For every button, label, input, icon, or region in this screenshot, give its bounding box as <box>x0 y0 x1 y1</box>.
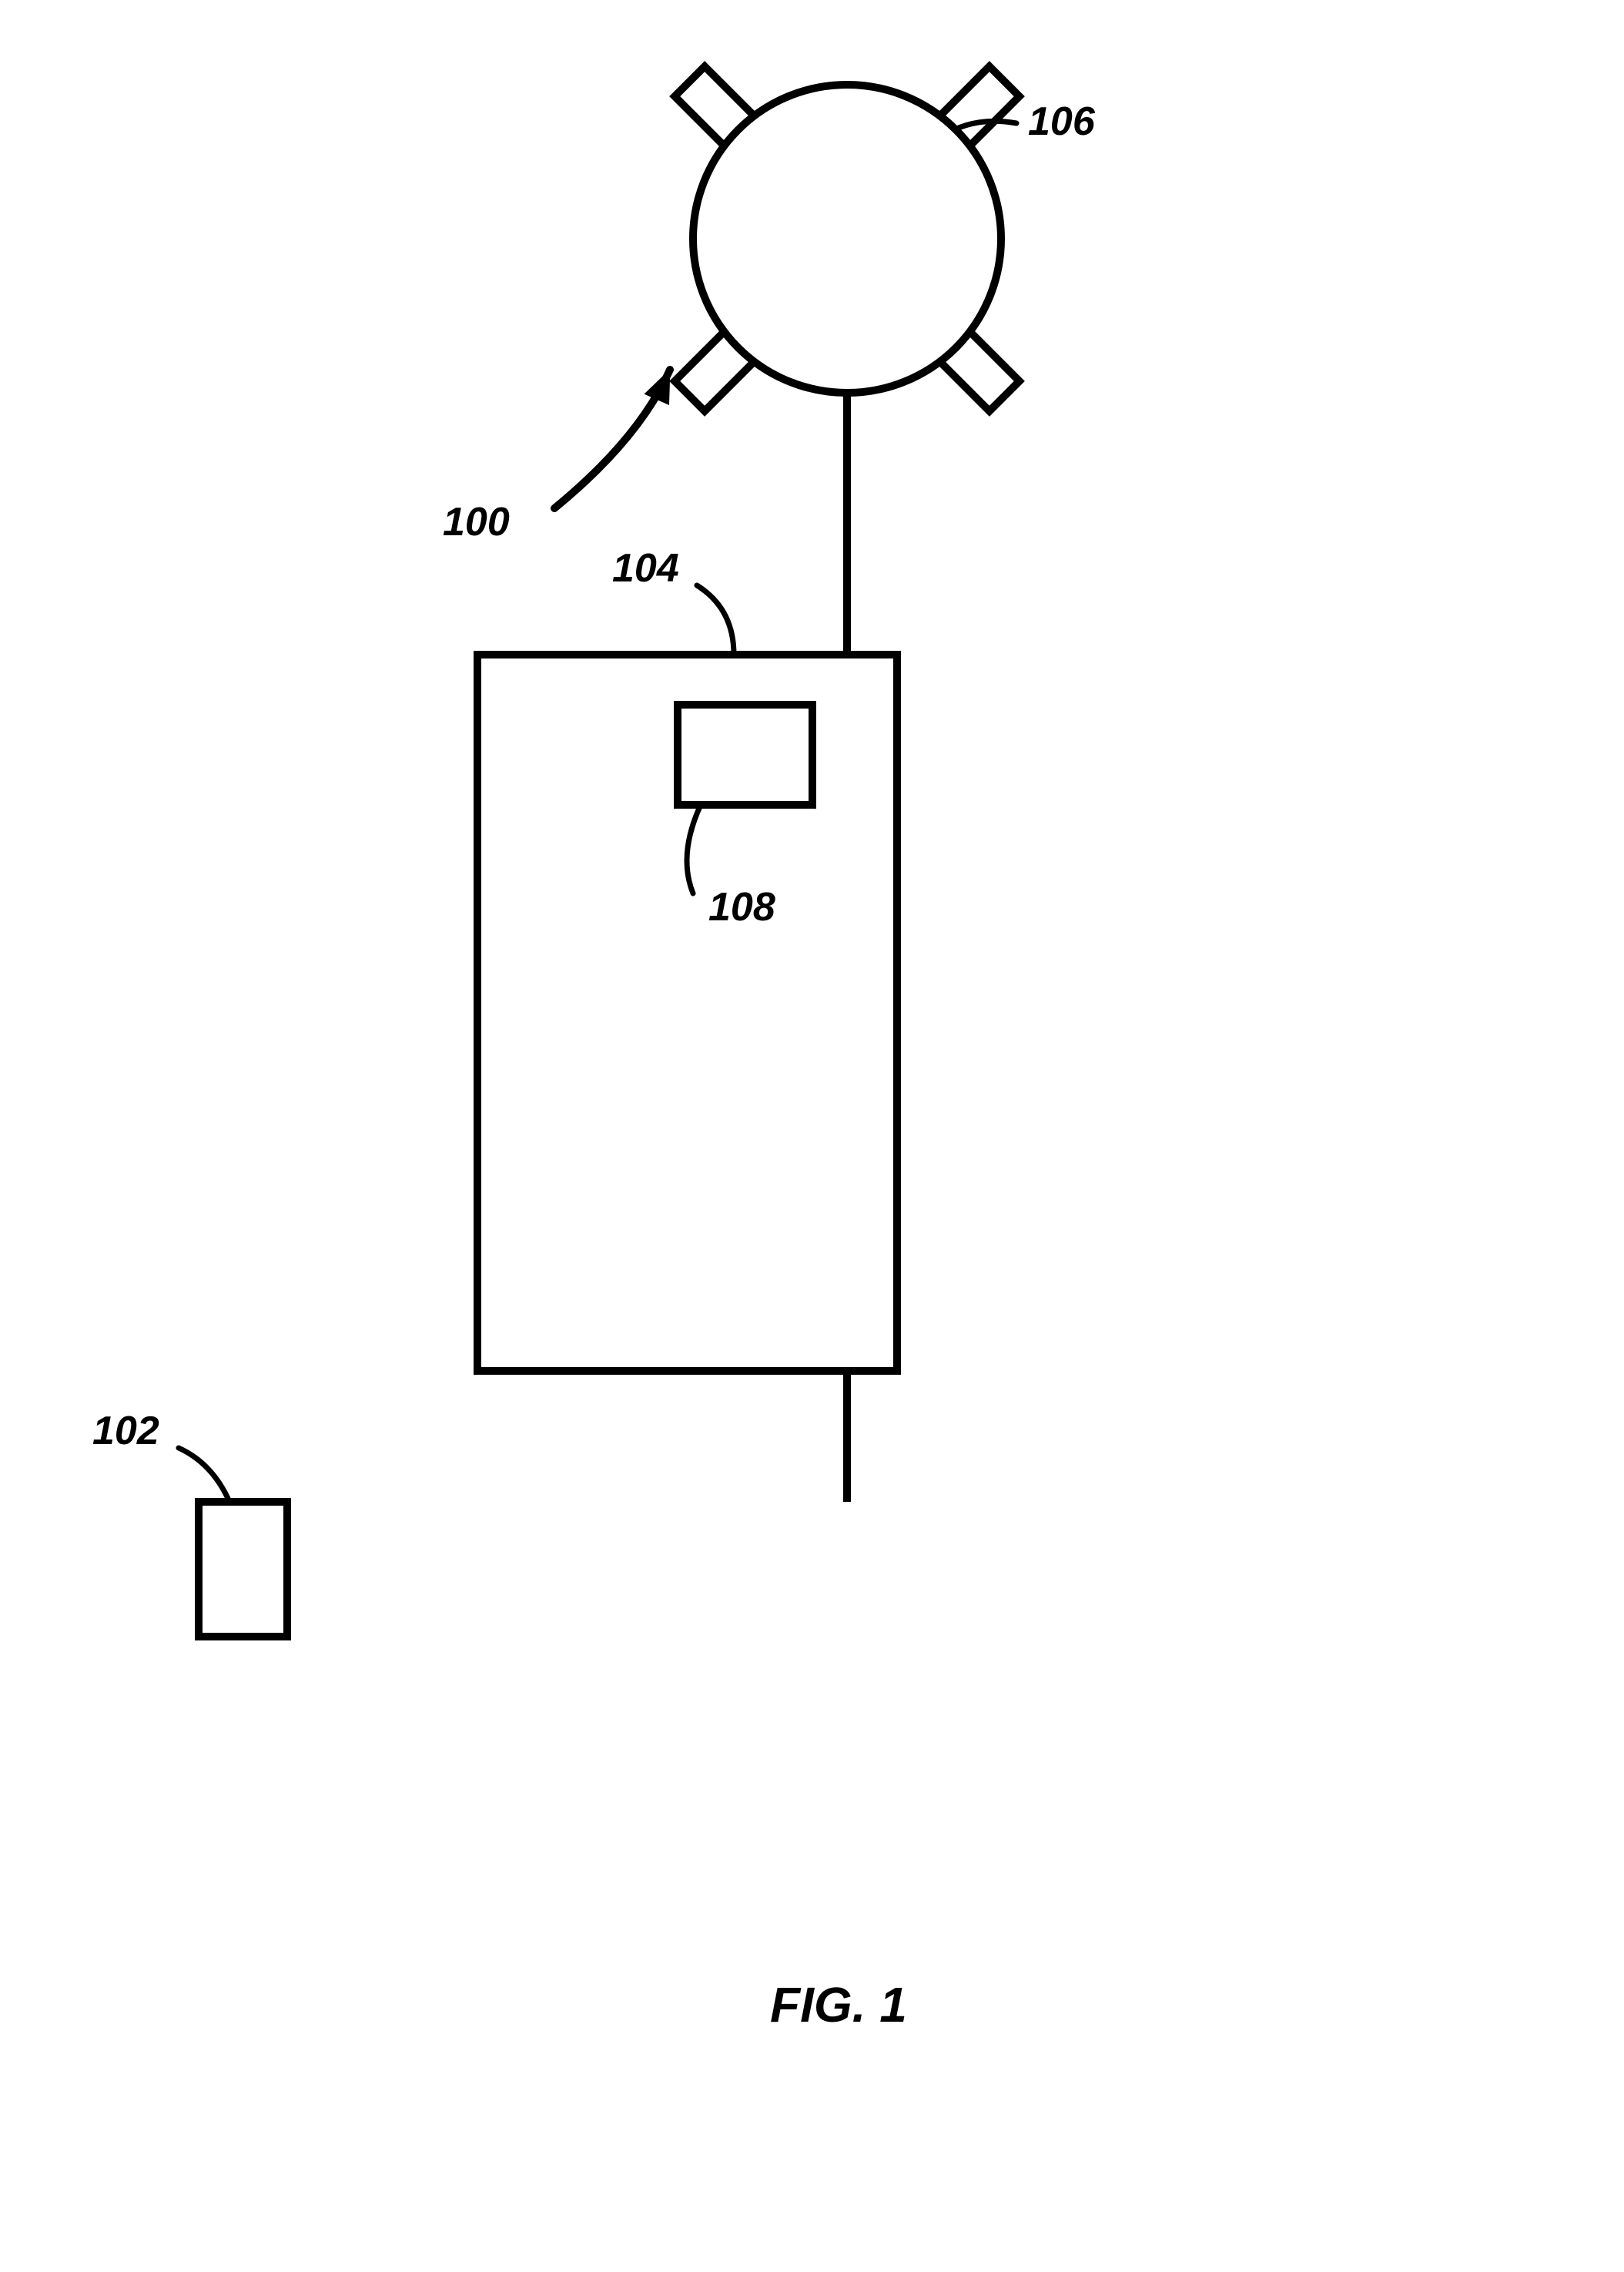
figure-caption: FIG. 1 <box>770 1976 907 2033</box>
output-node-label: 106 <box>1028 99 1095 145</box>
main-block-label: 104 <box>612 545 679 591</box>
leader-102 <box>179 1448 229 1502</box>
system-ref-arrowhead <box>645 370 670 404</box>
inner-block <box>678 705 812 805</box>
left-block-label: 102 <box>92 1408 159 1454</box>
leader-104 <box>697 585 734 655</box>
system-ref-label: 100 <box>443 499 510 545</box>
left-block <box>199 1502 287 1637</box>
inner-block-label: 108 <box>708 884 775 930</box>
